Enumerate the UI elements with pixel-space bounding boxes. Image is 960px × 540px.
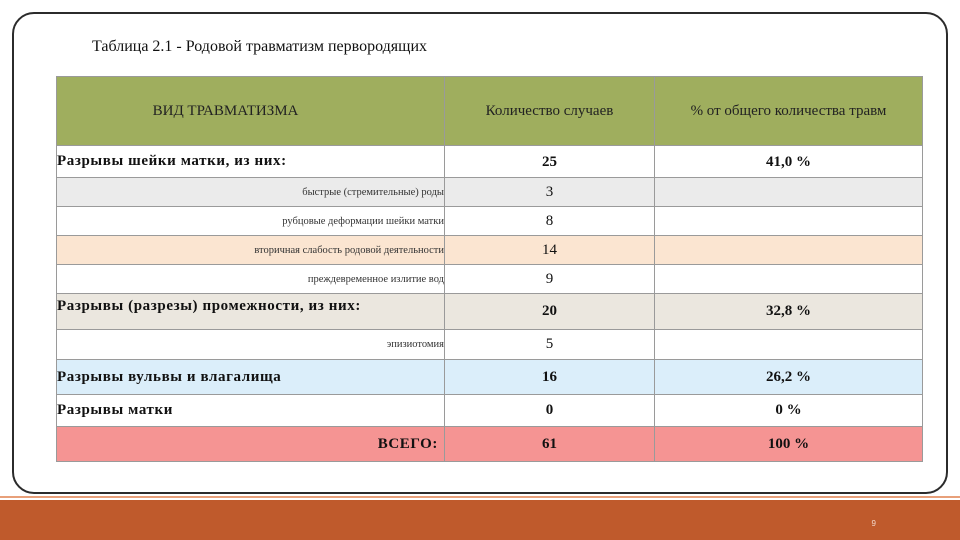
row-count: 25 <box>444 145 655 178</box>
table-total-row: ВСЕГО: 61 100 % <box>56 426 923 462</box>
row-percent <box>654 235 923 265</box>
table-caption: Таблица 2.1 - Родовой травматизм перворо… <box>92 38 428 55</box>
row-percent <box>654 329 923 360</box>
row-percent: 41,0 % <box>654 145 923 178</box>
table-row: вторичная слабость родовой деятельности … <box>56 235 923 265</box>
row-count: 3 <box>444 177 655 207</box>
row-percent <box>654 264 923 294</box>
row-label: Разрывы шейки матки, из них: <box>56 145 445 178</box>
row-percent <box>654 177 923 207</box>
row-count: 8 <box>444 206 655 236</box>
trauma-table: ВИД ТРАВМАТИЗМА Количество случаев % от … <box>56 76 923 462</box>
row-label: Разрывы матки <box>56 394 445 427</box>
total-label: ВСЕГО: <box>56 426 445 462</box>
row-count: 16 <box>444 359 655 395</box>
row-label: преждевременное излитие вод <box>56 264 445 294</box>
total-percent: 100 % <box>654 426 923 462</box>
table-row: Разрывы шейки матки, из них: 25 41,0 % <box>56 145 923 178</box>
table-row: Разрывы вульвы и влагалища 16 26,2 % <box>56 359 923 395</box>
row-label: быстрые (стремительные) роды <box>56 177 445 207</box>
header-percent: % от общего количества травм <box>654 76 923 146</box>
header-type: ВИД ТРАВМАТИЗМА <box>56 76 445 146</box>
row-label: Разрывы вульвы и влагалища <box>56 359 445 395</box>
table-row: Разрывы матки 0 0 % <box>56 394 923 427</box>
row-percent: 0 % <box>654 394 923 427</box>
table-row: рубцовые деформации шейки матки 8 <box>56 206 923 236</box>
row-label: рубцовые деформации шейки матки <box>56 206 445 236</box>
table-row: преждевременное излитие вод 9 <box>56 264 923 294</box>
table-row: эпизиотомия 5 <box>56 329 923 360</box>
row-percent: 32,8 % <box>654 293 923 330</box>
page-number: 9 <box>871 519 876 528</box>
row-count: 5 <box>444 329 655 360</box>
footer-bar <box>0 500 960 540</box>
table-header-row: ВИД ТРАВМАТИЗМА Количество случаев % от … <box>56 76 923 146</box>
total-count: 61 <box>444 426 655 462</box>
row-label: Разрывы (разрезы) промежности, из них: <box>56 293 445 330</box>
row-count: 0 <box>444 394 655 427</box>
footer-accent-line <box>0 496 960 498</box>
row-label: эпизиотомия <box>56 329 445 360</box>
header-count: Количество случаев <box>444 76 655 146</box>
table-row: быстрые (стремительные) роды 3 <box>56 177 923 207</box>
table-row: Разрывы (разрезы) промежности, из них: 2… <box>56 293 923 330</box>
row-label: вторичная слабость родовой деятельности <box>56 235 445 265</box>
row-percent <box>654 206 923 236</box>
row-count: 20 <box>444 293 655 330</box>
row-count: 14 <box>444 235 655 265</box>
row-count: 9 <box>444 264 655 294</box>
row-percent: 26,2 % <box>654 359 923 395</box>
